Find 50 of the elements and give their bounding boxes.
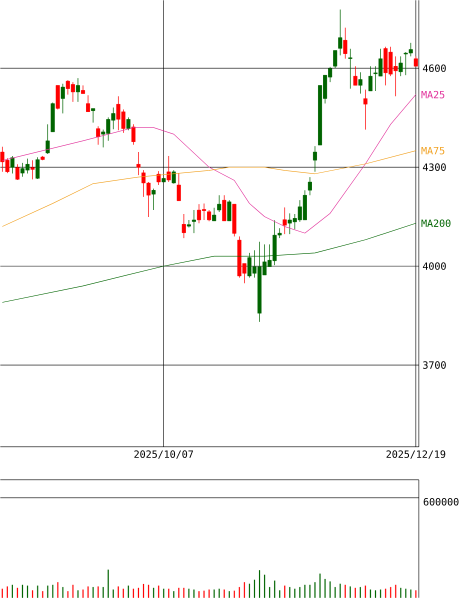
candlestick xyxy=(152,188,156,210)
candlestick xyxy=(313,146,318,172)
candlestick xyxy=(207,210,212,222)
candlestick xyxy=(348,48,352,90)
y-tick-label: 4600 xyxy=(422,64,446,72)
candlestick xyxy=(343,27,348,60)
candlestick xyxy=(172,170,176,184)
candlestick xyxy=(10,156,14,174)
candlestick xyxy=(308,176,312,196)
candlestick xyxy=(227,200,232,222)
x-tick-label: 2025/12/19 xyxy=(386,450,446,459)
candlestick xyxy=(192,210,196,234)
candlestick xyxy=(176,172,181,202)
candlestick xyxy=(16,164,20,180)
candlestick xyxy=(56,85,60,110)
candlestick xyxy=(368,66,373,92)
y-tick-label: 4300 xyxy=(422,163,446,171)
y-tick-label: 4000 xyxy=(422,262,446,270)
text: 600000 xyxy=(424,498,459,506)
candlestick xyxy=(60,83,65,114)
candlestick xyxy=(398,56,403,76)
candlestick xyxy=(414,56,418,67)
candlestick xyxy=(86,94,90,112)
candlestick xyxy=(46,124,50,154)
candlestick xyxy=(30,160,35,180)
candlestick xyxy=(156,170,161,186)
candlestick xyxy=(182,214,186,238)
candlestick xyxy=(166,156,171,182)
candlestick xyxy=(91,108,96,123)
candlestick xyxy=(338,9,342,56)
candlestick xyxy=(217,194,222,212)
candlestick xyxy=(212,207,216,222)
candlestick xyxy=(333,50,338,69)
candlestick xyxy=(222,194,226,222)
candlestick xyxy=(136,152,141,176)
series-label: MA75 xyxy=(422,146,444,154)
x-tick-label: 2025/10/07 xyxy=(134,450,194,459)
candlestick xyxy=(132,124,136,146)
candlestick xyxy=(76,78,80,102)
candlestick xyxy=(282,207,287,234)
candlestick xyxy=(126,117,130,131)
candlestick xyxy=(36,156,40,180)
series-label: MA25 xyxy=(422,90,444,98)
candlestick xyxy=(353,66,358,86)
candlestick xyxy=(96,126,100,146)
candlestick xyxy=(358,72,362,94)
y-tick-label: 3700 xyxy=(423,361,446,369)
candlestick xyxy=(363,89,368,130)
candlestick xyxy=(186,220,191,228)
series-label: MA200 xyxy=(422,219,451,228)
